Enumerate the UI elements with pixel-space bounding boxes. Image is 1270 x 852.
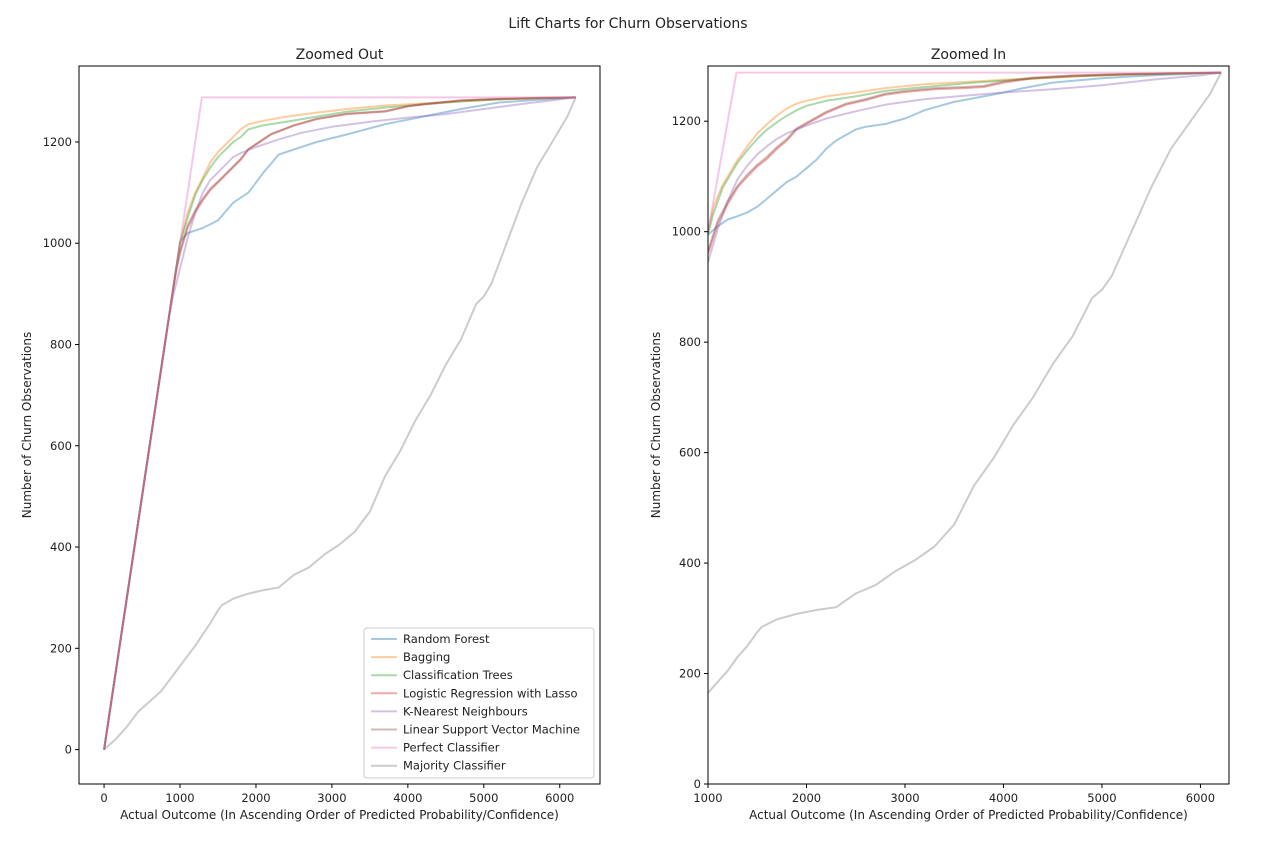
panel-title: Zoomed In <box>931 47 1006 63</box>
y-tick-label: 0 <box>65 743 72 757</box>
series-line-random-forest <box>708 71 1222 236</box>
y-tick-label: 400 <box>679 556 701 570</box>
series-line-classification-trees <box>103 96 576 750</box>
y-tick-label: 600 <box>50 439 72 453</box>
x-axis-label: Actual Outcome (In Ascending Order of Pr… <box>749 808 1188 822</box>
x-tick-label: 4000 <box>393 791 422 805</box>
axes-frame <box>707 65 1230 785</box>
series-line-majority-classifier <box>103 96 577 751</box>
legend-entry: Majority Classifier <box>403 759 506 773</box>
x-tick-label: 6000 <box>1186 791 1215 805</box>
legend-entry: Classification Trees <box>403 668 513 682</box>
panel-zoomed-out: 0 1000 2000 3000 4000 5000 6000 0 200 400 600 800 10… <box>20 47 601 822</box>
y-axis-label: Number of Churn Observations <box>649 332 663 518</box>
x-tick-label: 0 <box>100 791 107 805</box>
y-tick-label: 200 <box>50 641 72 655</box>
series-line-perfect-classifier <box>103 96 576 750</box>
legend: Random Forest Bagging Classification Trees… <box>363 627 595 779</box>
series-line-perfect-classifier <box>708 71 1222 232</box>
x-tick-label: 3000 <box>317 791 346 805</box>
series-group <box>708 71 1222 694</box>
panel-zoomed-in: 1000 2000 3000 4000 5000 6000 0 200 400 600 800 100… <box>649 47 1230 822</box>
legend-box <box>363 627 595 779</box>
y-tick-label: 1000 <box>672 225 701 239</box>
figure-title: Lift Charts for Churn Observations <box>508 16 747 32</box>
series-line-majority-classifier <box>708 72 1222 694</box>
series-line-k-nearest-neighbours <box>103 96 576 750</box>
series-line-k-nearest-neighbours <box>708 71 1222 263</box>
axes-frame <box>78 65 601 785</box>
series-line-random-forest <box>103 96 576 750</box>
legend-entry: Random Forest <box>403 632 490 646</box>
y-tick-label: 1200 <box>43 135 72 149</box>
panel-title: Zoomed Out <box>296 47 384 63</box>
x-tick-label: 1000 <box>165 791 194 805</box>
y-tick-label: 600 <box>679 446 701 460</box>
series-group <box>103 96 577 751</box>
legend-entry: Logistic Regression with Lasso <box>403 686 578 700</box>
series-line-bagging <box>708 71 1222 232</box>
x-tick-label: 6000 <box>545 791 574 805</box>
series-line-linear-support-vector-machine <box>103 96 576 750</box>
series-line-classification-trees <box>708 71 1222 235</box>
legend-entry: K-Nearest Neighbours <box>403 704 528 718</box>
legend-entry: Linear Support Vector Machine <box>403 723 580 737</box>
y-tick-label: 1000 <box>43 236 72 250</box>
x-tick-label: 5000 <box>1087 791 1116 805</box>
series-line-logistic-regression-with-lasso <box>708 71 1222 255</box>
y-tick-label: 400 <box>50 540 72 554</box>
y-tick-label: 0 <box>694 777 701 791</box>
y-tick-label: 200 <box>679 667 701 681</box>
series-line-logistic-regression-with-lasso <box>103 96 576 750</box>
x-axis-label: Actual Outcome (In Ascending Order of Pr… <box>120 808 559 822</box>
series-line-bagging <box>103 96 576 750</box>
y-axis-label: Number of Churn Observations <box>20 332 34 518</box>
y-tick-label: 800 <box>679 335 701 349</box>
x-tick-label: 1000 <box>693 791 722 805</box>
x-tick-label: 4000 <box>989 791 1018 805</box>
legend-entry: Bagging <box>403 650 450 664</box>
y-tick-label: 800 <box>50 337 72 351</box>
y-tick-label: 1200 <box>672 114 701 128</box>
x-tick-label: 2000 <box>792 791 821 805</box>
x-tick-label: 2000 <box>241 791 270 805</box>
x-tick-label: 3000 <box>890 791 919 805</box>
x-tick-label: 5000 <box>469 791 498 805</box>
series-line-linear-support-vector-machine <box>708 71 1222 252</box>
legend-entry: Perfect Classifier <box>403 741 500 755</box>
